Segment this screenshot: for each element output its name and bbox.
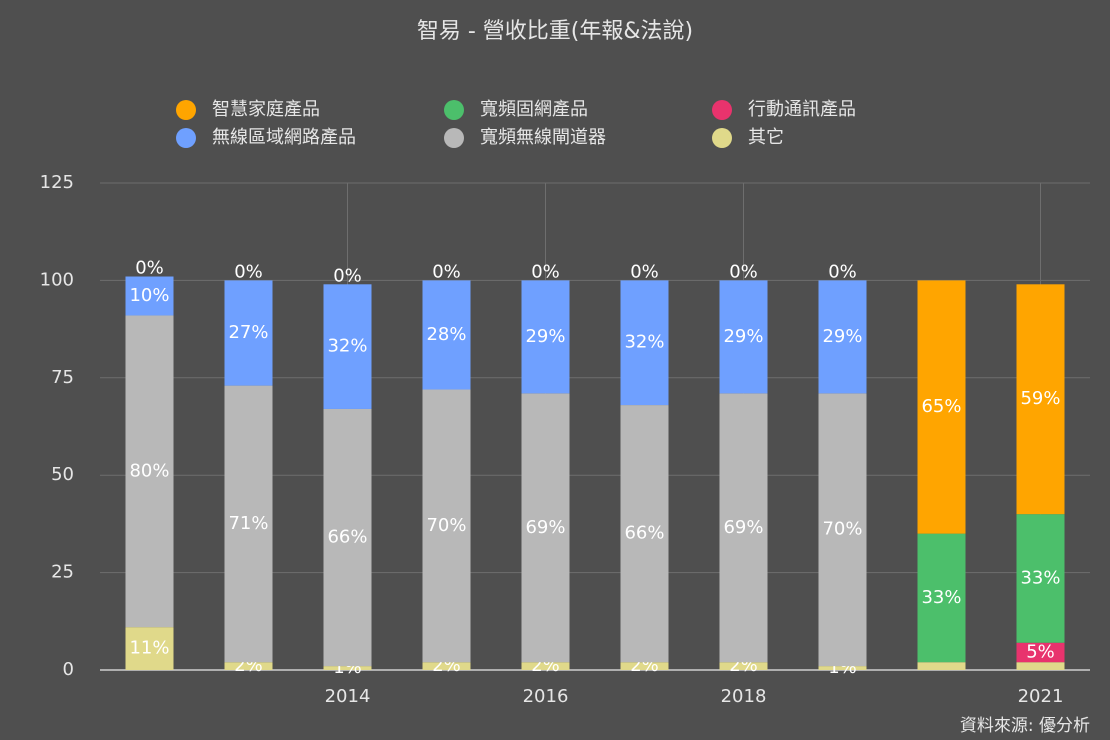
data-label: 28% <box>426 324 466 345</box>
data-label: 69% <box>723 517 763 538</box>
bar-segment <box>422 280 471 390</box>
data-label: 29% <box>822 326 862 347</box>
bar-segment <box>224 280 273 386</box>
data-label: 0% <box>333 265 362 286</box>
bar-segment <box>719 280 768 394</box>
data-label: 33% <box>1020 567 1060 588</box>
data-label: 66% <box>624 523 664 544</box>
bar-segment <box>818 280 867 394</box>
data-label: 33% <box>921 587 961 608</box>
bar-segment <box>521 662 570 670</box>
legend-label: 行動通訊產品 <box>748 99 856 120</box>
data-label: 0% <box>828 261 857 282</box>
data-label: 70% <box>822 519 862 540</box>
data-label: 65% <box>921 396 961 417</box>
bar-segment <box>620 280 669 406</box>
bar-segment <box>917 662 966 670</box>
data-label: 32% <box>624 332 664 353</box>
bar-segment <box>1016 642 1065 663</box>
bar-segment <box>521 280 570 394</box>
bar-segment <box>125 315 174 628</box>
data-label: 66% <box>327 527 367 548</box>
data-label: 29% <box>525 326 565 347</box>
data-label: 10% <box>129 285 169 306</box>
bar-segment <box>422 662 471 670</box>
bar-segment <box>323 284 372 409</box>
data-label: 0% <box>531 261 560 282</box>
data-label: 0% <box>432 261 461 282</box>
data-label: 11% <box>129 638 169 659</box>
data-label: 0% <box>729 261 758 282</box>
x-tick-label: 2021 <box>1018 686 1064 707</box>
x-tick-label: 2016 <box>523 686 569 707</box>
data-label: 69% <box>525 517 565 538</box>
bar-segment <box>224 662 273 670</box>
chart-title: 智易 - 營收比重(年報&法說) <box>417 19 693 44</box>
legend-marker <box>176 128 196 148</box>
data-label: 27% <box>228 322 268 343</box>
bar-segment <box>620 662 669 670</box>
legend-marker <box>712 100 732 120</box>
legend-label: 寬頻無線閘道器 <box>480 127 606 148</box>
bar-segment <box>422 389 471 663</box>
y-tick-label: 75 <box>51 367 74 388</box>
bar-segment <box>620 405 669 663</box>
bar-segment <box>125 627 174 670</box>
legend-marker <box>176 100 196 120</box>
data-label: 5% <box>1026 641 1055 662</box>
data-label: 29% <box>723 326 763 347</box>
bar-segment <box>125 276 174 316</box>
bar-segment <box>323 666 372 670</box>
data-label: 0% <box>630 261 659 282</box>
legend-label: 其它 <box>748 127 784 148</box>
legend-marker <box>444 128 464 148</box>
legend-marker <box>444 100 464 120</box>
data-label: 70% <box>426 515 466 536</box>
legend-label: 寬頻固網產品 <box>480 99 588 120</box>
source: 資料來源: 優分析 <box>960 716 1090 736</box>
data-label: 0% <box>135 258 164 279</box>
bar-segment <box>224 385 273 663</box>
data-label: 71% <box>228 513 268 534</box>
y-tick-label: 25 <box>51 562 74 583</box>
x-tick-label: 2018 <box>721 686 767 707</box>
bar-segment <box>719 393 768 663</box>
bar-segment <box>521 393 570 663</box>
legend-label: 智慧家庭產品 <box>212 99 320 120</box>
legend-marker <box>712 128 732 148</box>
data-label: 59% <box>1020 388 1060 409</box>
bar-segment <box>818 666 867 670</box>
y-tick-label: 125 <box>40 172 74 193</box>
bar-segment <box>719 662 768 670</box>
y-tick-label: 0 <box>63 659 74 680</box>
bar-segment <box>1016 514 1065 643</box>
bar-segment <box>1016 662 1065 670</box>
bar-segment <box>818 393 867 667</box>
data-label: 80% <box>129 460 169 481</box>
bar-segment <box>1016 284 1065 515</box>
data-label: 0% <box>234 261 263 282</box>
x-tick-label: 2014 <box>325 686 371 707</box>
data-label: 32% <box>327 336 367 357</box>
bar-segment <box>917 533 966 663</box>
bar-segment <box>917 280 966 534</box>
legend-label: 無線區域網路產品 <box>212 127 356 148</box>
y-tick-label: 100 <box>40 269 74 290</box>
bar-segment <box>323 408 372 667</box>
y-tick-label: 50 <box>51 464 74 485</box>
